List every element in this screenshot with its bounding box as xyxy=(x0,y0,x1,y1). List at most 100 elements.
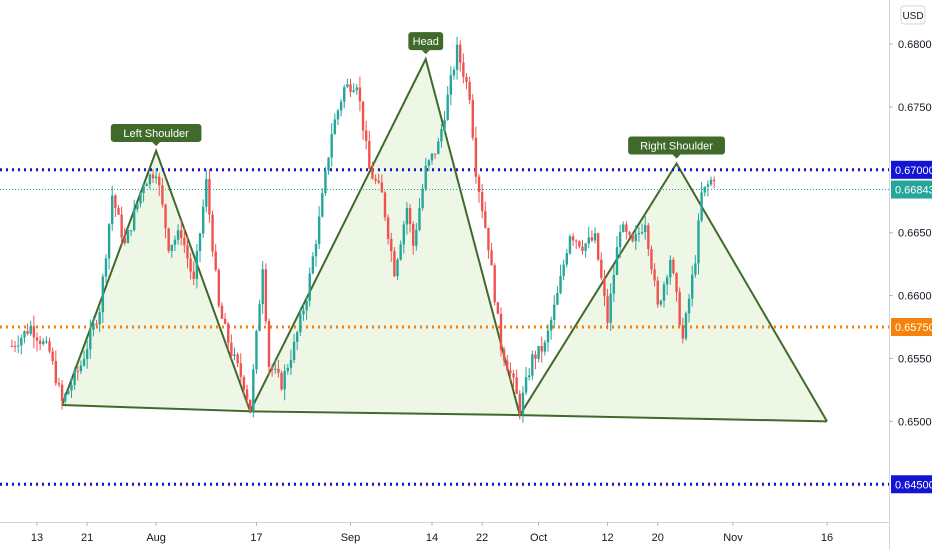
candle xyxy=(321,188,324,218)
candle xyxy=(405,202,409,235)
candle xyxy=(581,239,584,255)
candle xyxy=(390,232,393,262)
candle xyxy=(54,350,58,386)
candle xyxy=(48,337,51,354)
pattern-label-text: Head xyxy=(413,36,439,48)
candle xyxy=(248,399,252,412)
candle xyxy=(60,380,64,410)
candle xyxy=(706,180,710,197)
candle xyxy=(631,233,634,243)
candle xyxy=(691,265,694,307)
candle xyxy=(490,242,493,266)
candle xyxy=(314,239,318,267)
candle xyxy=(111,185,114,231)
candle xyxy=(264,263,268,325)
level-badge-0-text: 0.67000 xyxy=(895,165,932,177)
candle xyxy=(120,206,123,246)
candle xyxy=(462,53,465,84)
candle xyxy=(352,83,355,93)
candle xyxy=(440,123,443,148)
candle xyxy=(289,349,293,375)
candle xyxy=(587,226,590,249)
currency-label: USD xyxy=(902,11,923,22)
candle xyxy=(596,232,600,262)
candle xyxy=(126,228,130,244)
level-badge-2-text: 0.64500 xyxy=(895,479,932,491)
candle xyxy=(531,350,534,380)
level-badge-2[interactable]: 0.64500 xyxy=(891,475,932,494)
candle xyxy=(559,264,562,295)
level-badge-1[interactable]: 0.65750 xyxy=(891,318,932,337)
candle xyxy=(139,192,142,208)
candle xyxy=(198,232,202,263)
currency-badge[interactable]: USD xyxy=(900,5,926,25)
candle xyxy=(327,157,330,175)
candle xyxy=(270,364,274,377)
candle xyxy=(361,101,365,140)
candle xyxy=(299,307,302,336)
candle xyxy=(214,244,217,272)
candle xyxy=(98,307,101,332)
candle xyxy=(20,334,23,355)
pattern-label-0[interactable]: Left Shoulder xyxy=(110,123,202,146)
candle xyxy=(687,293,691,323)
candle xyxy=(107,223,111,270)
candle xyxy=(258,299,261,332)
candle xyxy=(129,229,133,237)
candle xyxy=(292,333,296,364)
candle xyxy=(311,251,315,275)
candle xyxy=(283,364,286,401)
pattern-label-2[interactable]: Right Shoulder xyxy=(628,136,725,159)
candle xyxy=(380,174,384,193)
candle xyxy=(534,350,537,370)
candle xyxy=(26,323,29,336)
candle xyxy=(549,316,553,340)
candle xyxy=(230,334,233,360)
candle xyxy=(446,86,449,121)
candle xyxy=(515,369,518,395)
pattern-label-1[interactable]: Head xyxy=(408,32,444,55)
level-badge-0[interactable]: 0.67000 xyxy=(891,160,932,179)
candle xyxy=(189,252,192,280)
candle xyxy=(358,76,362,112)
candle xyxy=(562,259,565,281)
candle xyxy=(643,215,647,240)
time-tick-label: 14 xyxy=(426,532,438,544)
candle xyxy=(101,273,105,323)
candle xyxy=(383,191,387,222)
horizontal-levels xyxy=(0,168,889,486)
candle xyxy=(10,339,14,348)
candle xyxy=(339,98,343,117)
candle xyxy=(324,166,327,196)
candle xyxy=(70,377,73,398)
candle xyxy=(280,370,283,391)
time-axis[interactable]: 13 21 Aug 17 Sep 14 22 Oct 12 20 Nov 16 xyxy=(31,522,833,544)
candle xyxy=(23,330,26,344)
candle xyxy=(371,161,374,180)
candle xyxy=(509,362,512,382)
candle xyxy=(277,359,280,378)
candle xyxy=(85,340,89,369)
candle xyxy=(255,329,258,374)
candle xyxy=(468,77,471,105)
level-badge-1-text: 0.65750 xyxy=(895,322,932,334)
candle xyxy=(700,181,703,223)
candle xyxy=(396,257,399,280)
last-price-badge[interactable]: 0.66843 xyxy=(891,180,932,199)
candle xyxy=(556,286,559,306)
candle xyxy=(527,367,531,381)
time-tick-label: Aug xyxy=(146,532,166,544)
candle xyxy=(92,316,95,337)
candle xyxy=(452,66,456,80)
candle xyxy=(506,355,509,371)
candle xyxy=(261,261,264,314)
candle xyxy=(518,390,521,420)
candle xyxy=(694,255,697,278)
candle xyxy=(95,319,98,329)
candle xyxy=(176,224,180,245)
candle xyxy=(220,302,224,320)
